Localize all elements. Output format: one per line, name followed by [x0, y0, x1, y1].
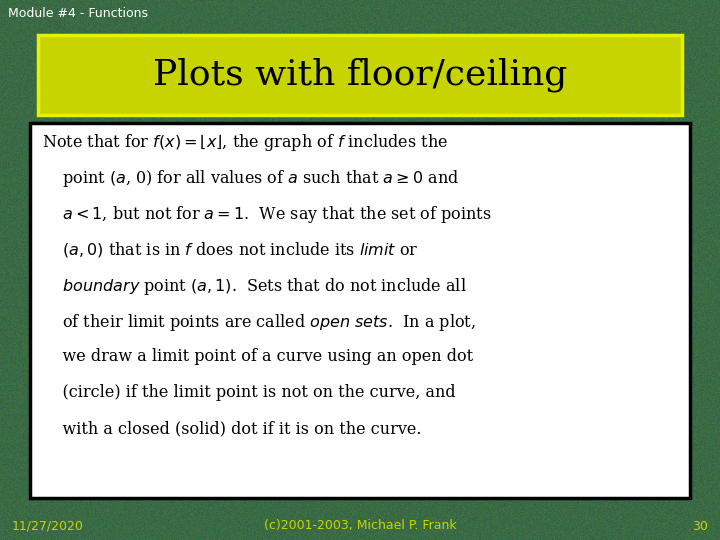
Text: Plots with floor/ceiling: Plots with floor/ceiling: [153, 58, 567, 92]
Text: $(a,0)$ that is in $f$ does not include its $\mathit{limit}$ or: $(a,0)$ that is in $f$ does not include …: [42, 240, 418, 259]
Text: of their limit points are called $\mathit{open\ sets}$.  In a plot,: of their limit points are called $\mathi…: [42, 312, 476, 333]
Text: with a closed (solid) dot if it is on the curve.: with a closed (solid) dot if it is on th…: [42, 420, 421, 437]
Bar: [30, 123, 690, 498]
Text: point $(a$, 0) for all values of $a$ such that $a{\geq}0$ and: point $(a$, 0) for all values of $a$ suc…: [42, 168, 459, 189]
Text: $a{<}1$, but not for $a{=}1$.  We say that the set of points: $a{<}1$, but not for $a{=}1$. We say tha…: [42, 204, 492, 225]
Text: we draw a limit point of a curve using an open dot: we draw a limit point of a curve using a…: [42, 348, 473, 365]
Text: 30: 30: [692, 519, 708, 532]
Text: (c)2001-2003, Michael P. Frank: (c)2001-2003, Michael P. Frank: [264, 519, 456, 532]
Bar: [38, 35, 682, 115]
Text: Module #4 - Functions: Module #4 - Functions: [8, 7, 148, 20]
Text: 11/27/2020: 11/27/2020: [12, 519, 84, 532]
Text: Note that for $f(x){=}\lfloor x \rfloor$, the graph of $f$ includes the: Note that for $f(x){=}\lfloor x \rfloor$…: [42, 132, 448, 153]
Text: (circle) if the limit point is not on the curve, and: (circle) if the limit point is not on th…: [42, 384, 456, 401]
Text: $\mathit{boundary}$ point $(a,1)$.  Sets that do not include all: $\mathit{boundary}$ point $(a,1)$. Sets …: [42, 276, 467, 297]
